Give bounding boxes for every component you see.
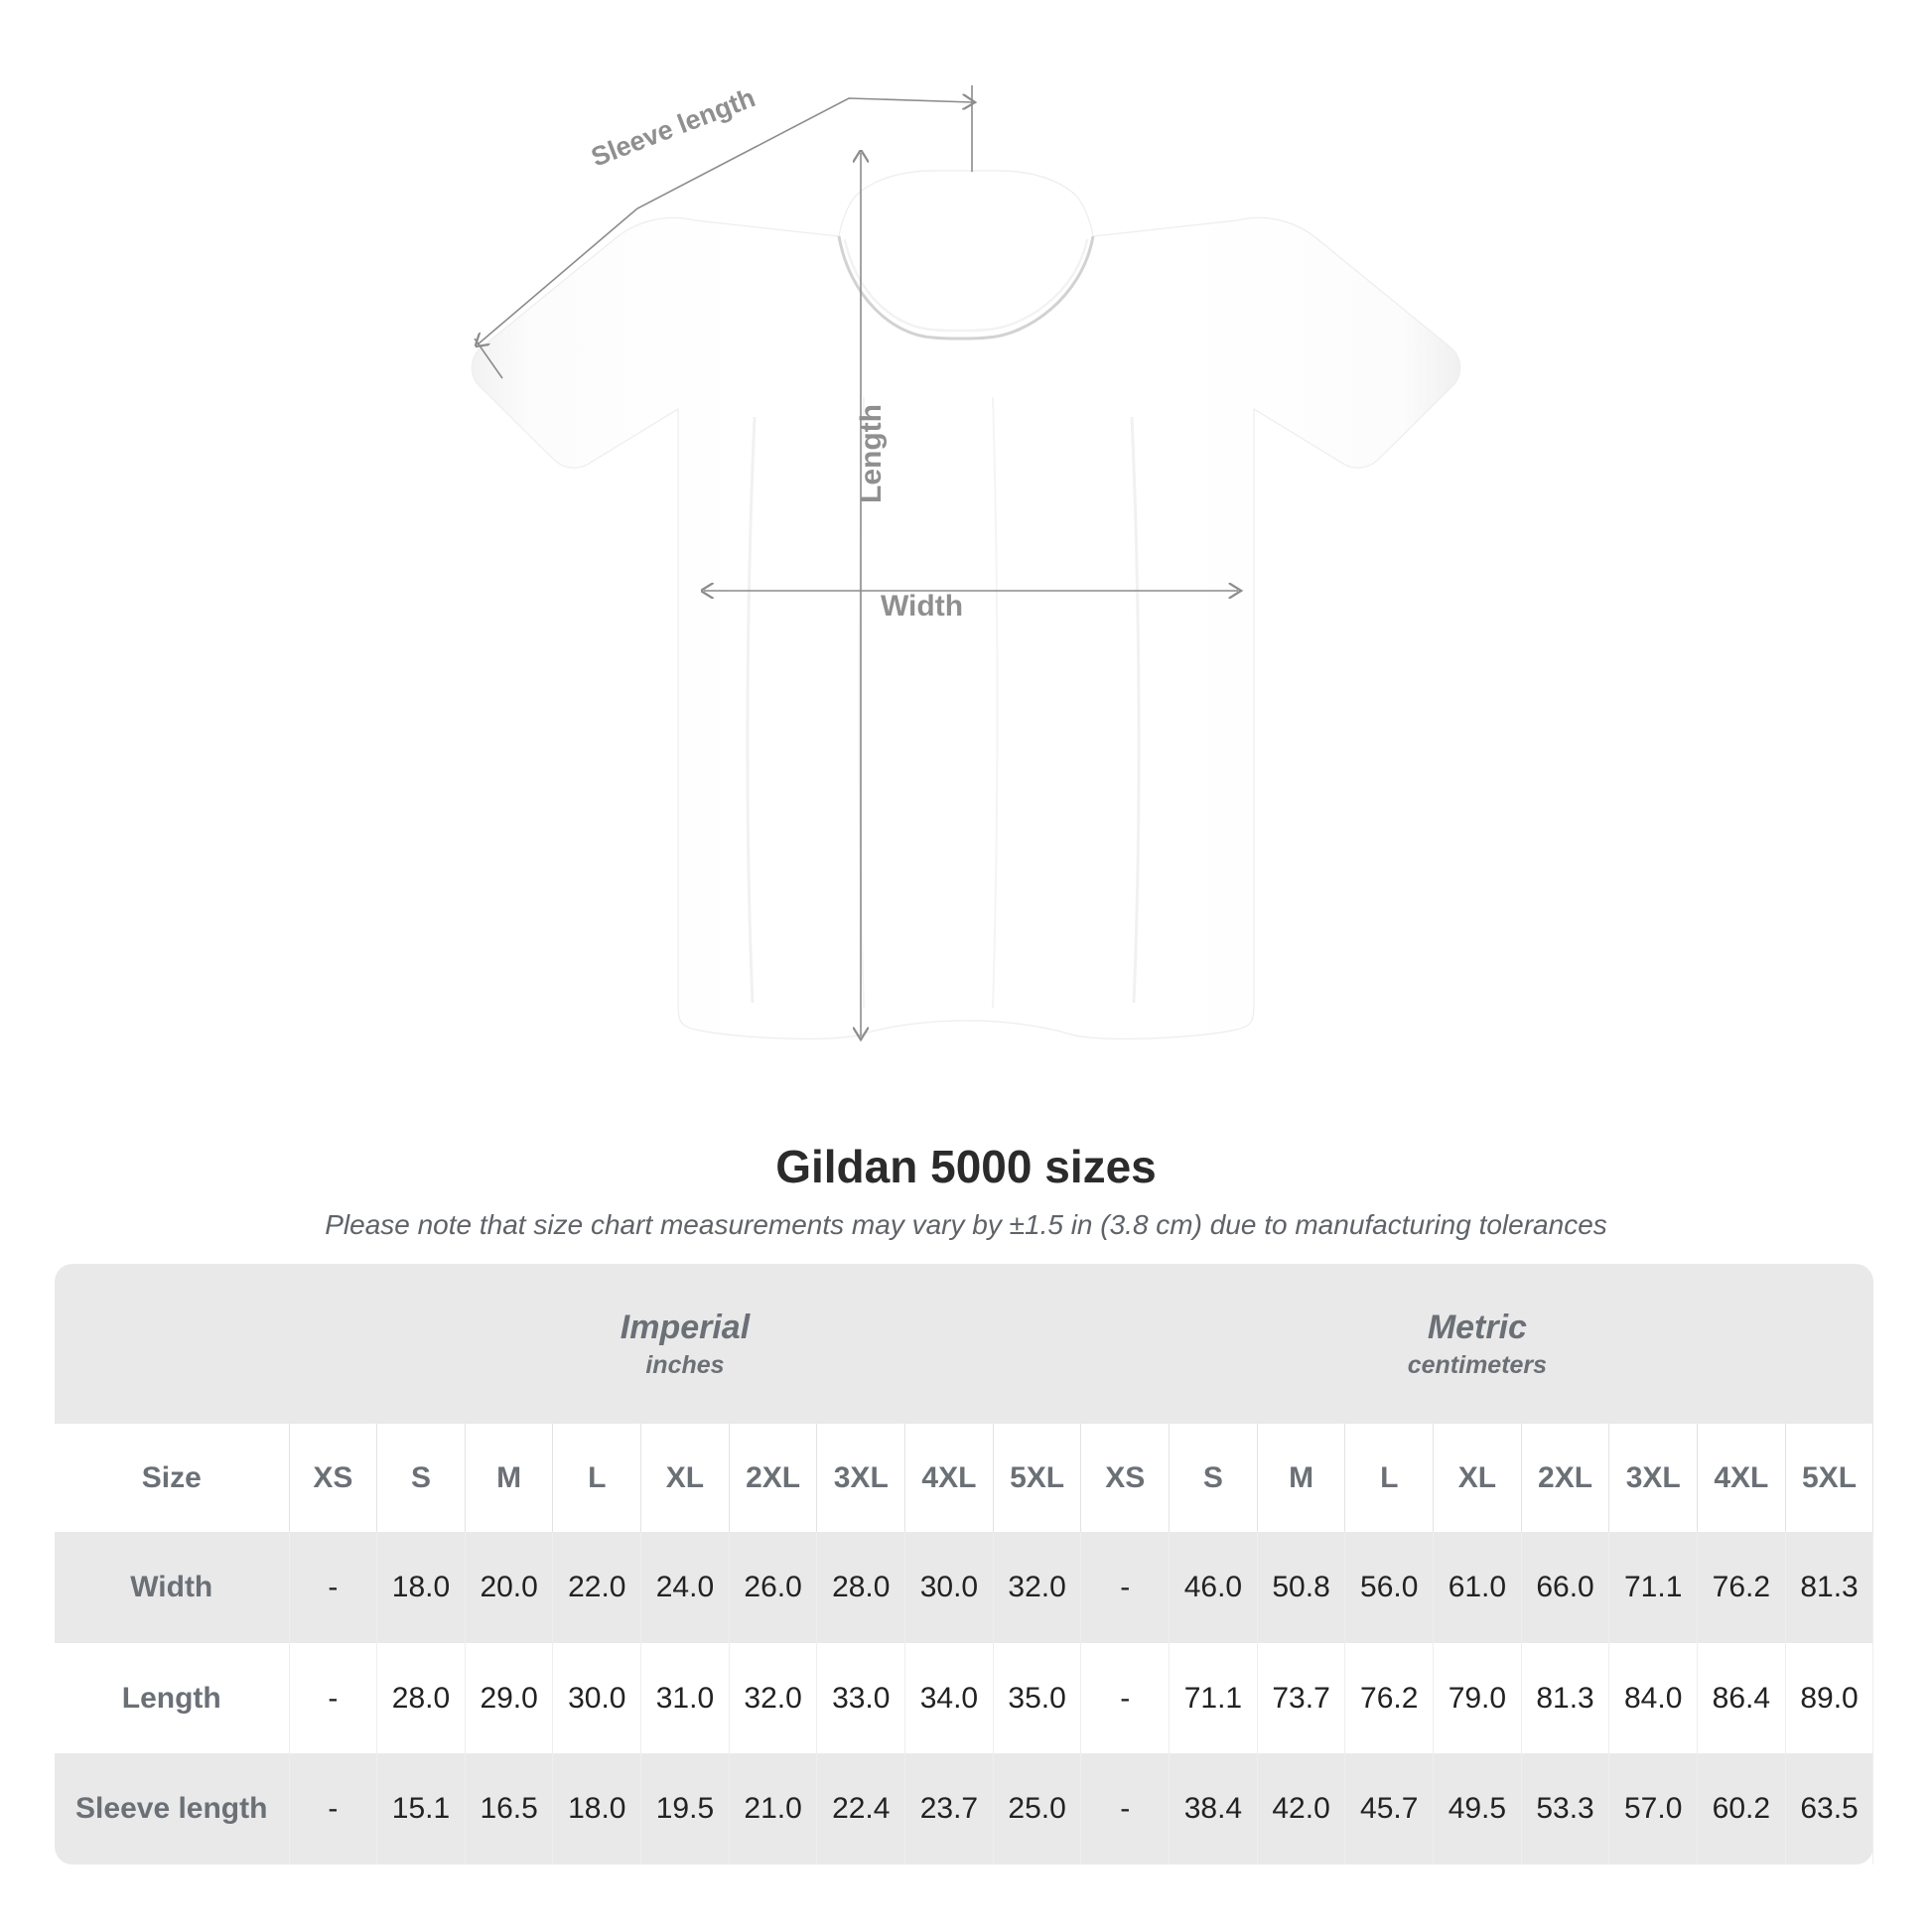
- svg-text:Length: Length: [855, 404, 888, 503]
- svg-text:Width: Width: [881, 590, 963, 622]
